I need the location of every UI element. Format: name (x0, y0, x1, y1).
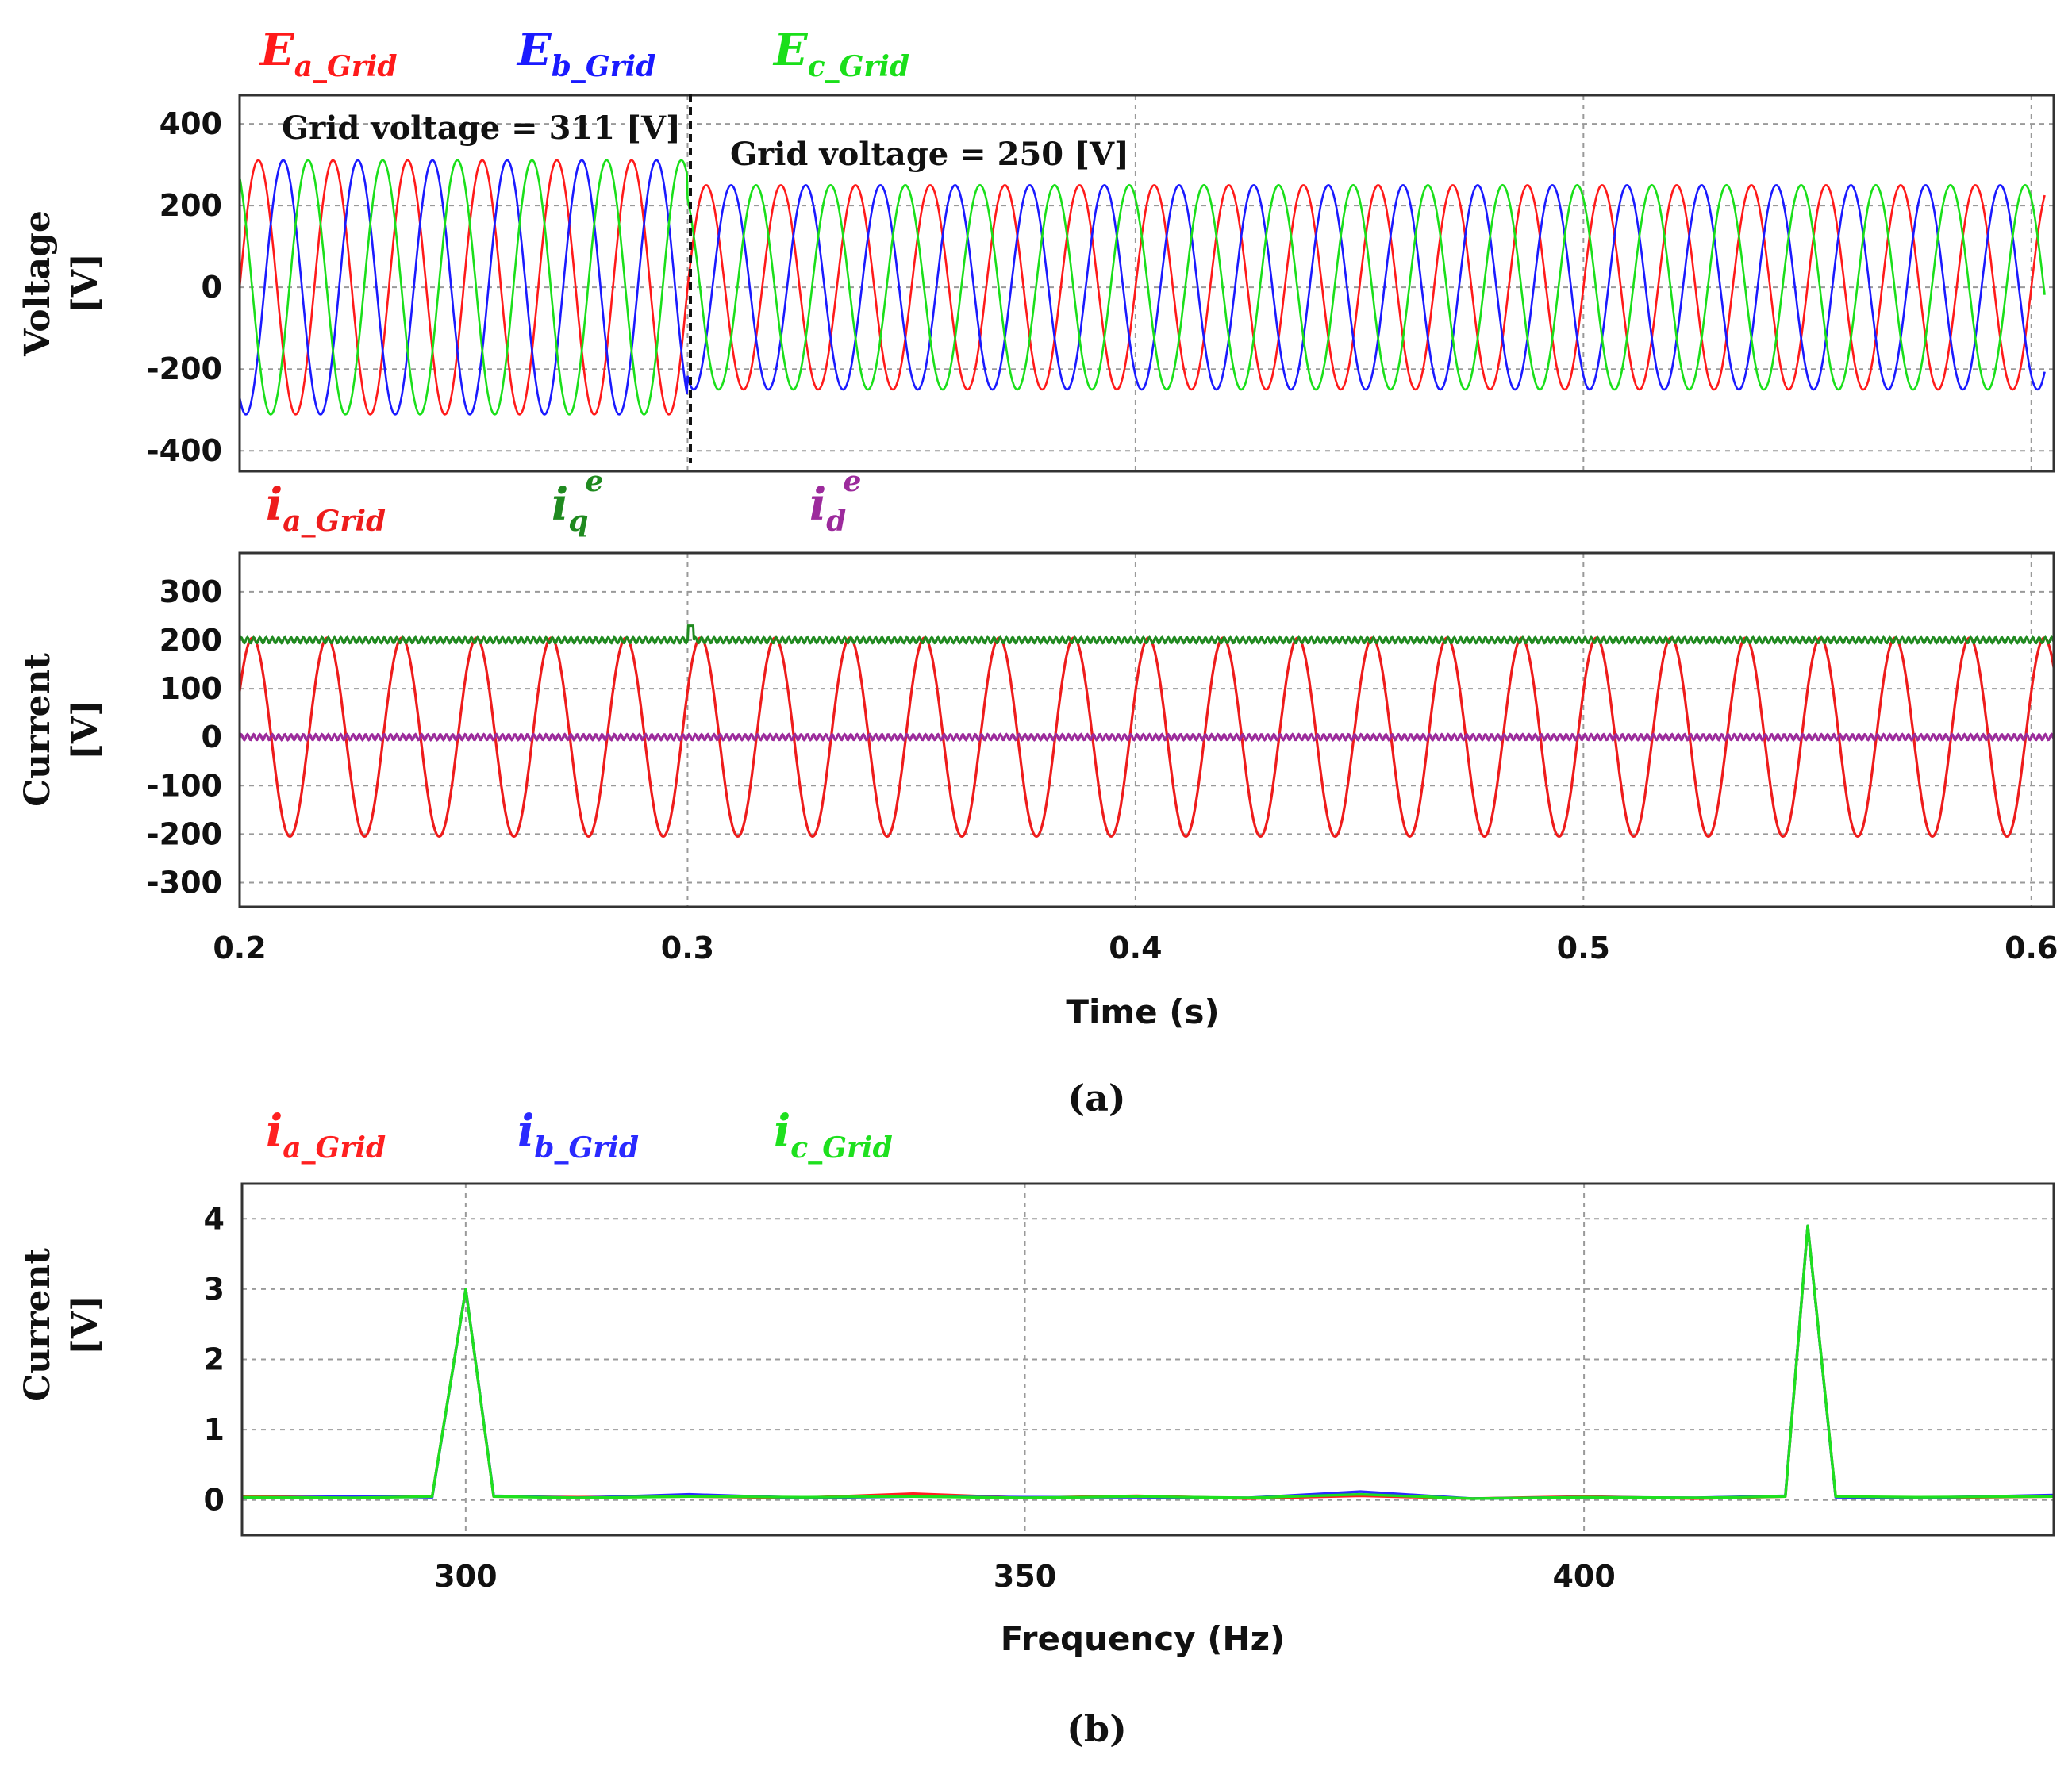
ytick-label: 400 (160, 106, 222, 141)
caption-b: (b) (1067, 1707, 1127, 1750)
ytick-label: 0 (202, 720, 222, 754)
time-xticks: 0.2 0.3 0.4 0.5 0.6 (213, 931, 2058, 966)
current-ylabel-line2: [V] (65, 700, 106, 760)
ytick-label: 200 (160, 188, 222, 223)
ytick-label: 1 (204, 1412, 225, 1447)
frequency-xlabel: Frequency (Hz) (1001, 1619, 1285, 1658)
xtick-label: 400 (1552, 1559, 1615, 1594)
legend-icgrid: ic_Grid (774, 1105, 893, 1165)
spectrum-grid (242, 1184, 2054, 1535)
current-series-ide (238, 732, 2055, 742)
ytick-label: -100 (147, 768, 222, 803)
ytick-label: 0 (202, 270, 222, 305)
ytick-label: 200 (160, 623, 222, 658)
xtick-label: 350 (994, 1559, 1056, 1594)
ytick-label: 0 (204, 1483, 225, 1518)
xtick-label: 0.2 (213, 931, 266, 966)
spectrum-plot-frame (240, 1182, 2055, 1537)
annotation-before-step: Grid voltage = 311 [V] (282, 109, 681, 147)
current-legend: ia_Grid iqe ide (266, 465, 861, 538)
xtick-label: 0.4 (1109, 931, 1162, 966)
ytick-label: -300 (147, 865, 222, 900)
voltage-legend: Ea_Grid Eb_Grid Ec_Grid (259, 24, 909, 83)
legend-iagrid: ia_Grid (266, 478, 386, 538)
spectrum-panel: 4 3 2 1 0 300 350 400 Current [V] Frequency (H… (17, 1105, 2055, 1658)
spectrum-ylabel-line1: Current (17, 1247, 58, 1401)
current-series-iqe (238, 624, 2055, 645)
spectrum-legend: ia_Grid ib_Grid ic_Grid (266, 1105, 893, 1165)
legend-ecgrid: Ec_Grid (772, 24, 909, 83)
spectrum-yticks: 4 3 2 1 0 (204, 1201, 225, 1517)
voltage-ylabel-line2: [V] (65, 253, 106, 313)
spectrum-series-ia_grid (241, 1224, 2055, 1500)
xtick-label: 0.3 (661, 931, 714, 966)
current-curves (238, 624, 2055, 839)
annotation-after-step: Grid voltage = 250 [V] (730, 136, 1129, 173)
xtick-label: 300 (434, 1559, 497, 1594)
ytick-label: 100 (160, 671, 222, 706)
legend-ide: ide (809, 465, 861, 538)
ytick-label: 2 (204, 1342, 225, 1377)
caption-a: (a) (1067, 1077, 1125, 1119)
xtick-label: 0.6 (2005, 931, 2058, 966)
frequency-xticks: 300 350 400 (434, 1559, 1616, 1594)
ytick-label: -400 (147, 433, 222, 468)
legend-iagrid: ia_Grid (266, 1105, 386, 1165)
current-series-iagrid (238, 636, 2055, 839)
ytick-label: -200 (147, 816, 222, 851)
current-plot-frame (238, 551, 2055, 908)
voltage-plot-frame (238, 94, 2055, 473)
voltage-ylabel-line1: Voltage (17, 210, 58, 357)
ytick-label: 3 (204, 1272, 225, 1307)
spectrum-curves (241, 1224, 2055, 1500)
voltage-panel: 400 200 0 -200 -400 Voltage [V] Ea_Grid Eb_Gr… (17, 24, 2055, 473)
voltage-yticks: 400 200 0 -200 -400 (147, 106, 222, 468)
legend-iqe: iqe (552, 465, 603, 538)
ytick-label: -200 (147, 351, 222, 386)
current-grid (240, 553, 2054, 907)
ytick-label: 4 (204, 1201, 225, 1236)
legend-ebgrid: Eb_Grid (516, 24, 655, 83)
spectrum-ylabel-line2: [V] (65, 1295, 106, 1355)
time-xlabel: Time (s) (1066, 992, 1219, 1031)
spectrum-series-ib_grid (241, 1224, 2055, 1500)
legend-ibgrid: ib_Grid (517, 1105, 639, 1165)
spectrum-series-ic_grid (241, 1224, 2055, 1500)
voltage-series-ec_grid (238, 159, 2046, 416)
voltage-series-eb_grid (238, 159, 2046, 416)
xtick-label: 0.5 (1557, 931, 1610, 966)
voltage-curves (238, 159, 2046, 416)
current-panel: 300 200 100 0 -100 -200 -300 0.2 0.3 0.4 0.5 0.6 C… (17, 465, 2058, 1031)
ytick-label: 300 (160, 574, 222, 609)
legend-eagrid: Ea_Grid (259, 24, 398, 83)
current-yticks: 300 200 100 0 -100 -200 -300 (147, 574, 222, 900)
current-ylabel-line1: Current (17, 652, 58, 806)
